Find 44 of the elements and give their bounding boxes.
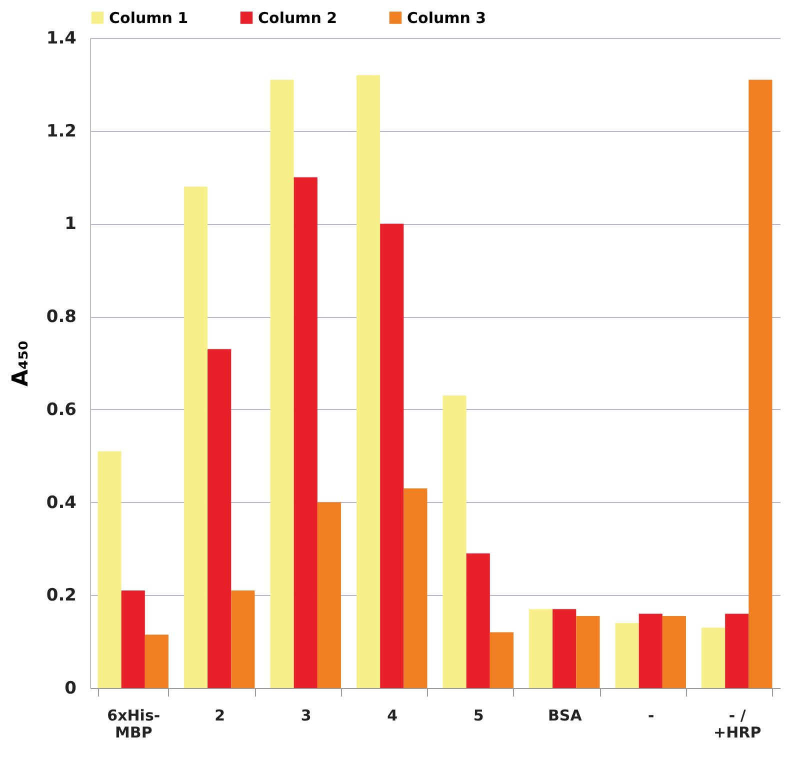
bar [615,623,639,688]
y-axis-title: A₄₅₀ [8,340,34,386]
y-tick-label: 1.2 [46,121,76,142]
y-tick-label: 0 [64,678,77,698]
bar [490,632,514,688]
x-tick-label: - [648,706,654,724]
bar [725,614,749,688]
legend-label: Column 2 [258,8,338,27]
bar [184,186,208,688]
bar [552,609,576,688]
bar [442,396,466,688]
bar [748,80,772,688]
legend-label: Column 3 [407,8,486,27]
x-tick-label: BSA [548,706,582,724]
y-tick-label: 1 [64,214,76,234]
bar [576,616,600,688]
bar [208,349,232,688]
bar [662,616,686,688]
bar [638,614,662,688]
bar [144,634,168,688]
y-tick-label: 0.2 [46,586,76,606]
x-tick-label: - / +HRP [714,706,762,742]
x-tick-label: 2 [214,706,226,724]
x-tick-label: 6xHis-MBP [107,706,160,742]
y-tick-label: 0.6 [46,400,76,420]
bar [404,488,428,688]
bar [270,80,294,688]
x-tick-label: 3 [300,706,312,724]
bar [294,177,318,688]
bar [231,590,255,688]
bar [121,590,145,688]
x-tick-label: 5 [473,706,484,724]
y-tick-label: 1.4 [46,28,77,48]
bar [529,609,553,688]
y-tick-label: 0.8 [46,307,76,328]
bar [466,553,490,688]
bar [317,502,341,688]
bar [98,451,122,688]
bar [702,628,726,688]
y-tick-label: 0.4 [46,492,77,513]
bar [356,75,380,688]
bar [380,224,404,688]
x-tick-label: 4 [387,706,398,724]
legend-label: Column 1 [109,8,188,27]
